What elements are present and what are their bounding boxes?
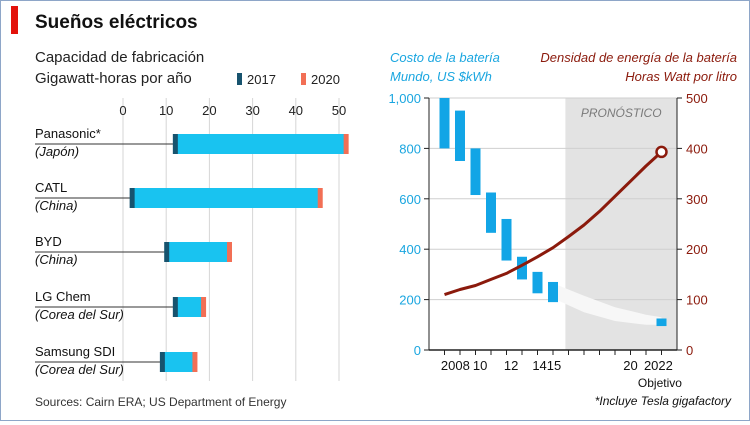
capacity-bar-2020: [166, 242, 231, 262]
capacity-marker-2017: [164, 242, 170, 262]
cost-y-tick-label: 1,000: [388, 91, 421, 106]
density-title: Densidad de energía de la batería: [540, 50, 737, 65]
forecast-band-area: [556, 284, 662, 325]
capacity-company-label: LG Chem: [35, 289, 91, 304]
forecast-label: PRONÓSTICO: [581, 105, 662, 120]
cost-y-tick-label: 0: [414, 343, 421, 358]
cost-range-bar: [455, 110, 465, 161]
cost-range-bar: [486, 192, 496, 233]
capacity-bar-2020: [131, 188, 322, 208]
cost-bars: [439, 98, 667, 327]
capacity-marker-2020: [317, 188, 323, 208]
cost-title: Costo de la batería: [390, 50, 500, 65]
density-y-tick-label: 300: [686, 192, 708, 207]
capacity-x-tick-label: 30: [245, 103, 259, 118]
capacity-title: Capacidad de fabricación: [35, 49, 204, 66]
density-y-tick-label: 0: [686, 343, 693, 358]
footnote: *Incluye Tesla gigafactory: [595, 394, 732, 408]
capacity-x-tick-label: 10: [159, 103, 173, 118]
density-y-tick-label: 400: [686, 141, 708, 156]
density-y-tick-label: 200: [686, 242, 708, 257]
cost-range-bar: [501, 218, 512, 261]
accent-bar: [11, 6, 18, 34]
capacity-bars: [35, 134, 349, 372]
capacity-x-tick-label: 50: [332, 103, 346, 118]
density-subtitle: Horas Watt por litro: [625, 69, 737, 84]
legend-2020-label: 2020: [311, 72, 340, 87]
cost-subtitle: Mundo, US $kWh: [390, 69, 492, 84]
capacity-marker-2020: [343, 134, 349, 154]
x-tick-label: 1415: [532, 358, 561, 373]
capacity-marker-2017: [172, 134, 178, 154]
capacity-marker-2017: [172, 297, 178, 317]
capacity-country-label: (China): [35, 252, 78, 267]
right-chart-axes: 0 200 400 600 800 1,000 0 100 200 300 400 500 2008 10…: [388, 91, 707, 390]
legend-2020-swatch: [301, 73, 306, 85]
capacity-x-ticks: 0 10 20 30 40 50: [119, 103, 346, 118]
main-title: Sueños eléctricos: [35, 12, 198, 33]
density-objective-marker: [655, 145, 668, 159]
capacity-marker-2017: [159, 352, 165, 372]
density-line: [444, 150, 663, 297]
capacity-company-label: Panasonic*: [35, 126, 101, 141]
x-tick-label: 12: [504, 358, 518, 373]
capacity-marker-2020: [201, 297, 207, 317]
legend-2017-label: 2017: [247, 72, 276, 87]
x-tick-label: 2008: [441, 358, 470, 373]
cost-range-bar: [548, 281, 558, 303]
capacity-bar-2020: [161, 352, 197, 372]
capacity-company-label: Samsung SDI: [35, 344, 115, 359]
cost-y-tick-label: 800: [399, 141, 421, 156]
legend-2017-swatch: [237, 73, 242, 85]
density-y-tick-label: 500: [686, 91, 708, 106]
density-line-group: [444, 145, 668, 297]
cost-range-bar: [439, 98, 450, 149]
capacity-bar-2020: [174, 134, 348, 154]
capacity-marker-2017: [129, 188, 135, 208]
capacity-x-tick-label: 0: [119, 103, 126, 118]
capacity-company-label: BYD: [35, 234, 62, 249]
cost-y-tick-label: 600: [399, 192, 421, 207]
capacity-x-tick-label: 20: [202, 103, 216, 118]
capacity-bar-2020: [174, 297, 206, 317]
cost-range-bar: [656, 318, 667, 327]
x-tick-label: 20: [623, 358, 637, 373]
density-y-tick-label: 100: [686, 293, 708, 308]
source-note: Sources: Cairn ERA; US Department of Ene…: [35, 395, 286, 409]
capacity-company-label: CATL: [35, 180, 67, 195]
cost-y-tick-label: 400: [399, 242, 421, 257]
capacity-country-label: (China): [35, 198, 78, 213]
capacity-country-label: (Japón): [35, 144, 79, 159]
cost-range-bar: [532, 271, 543, 294]
cost-range-bar: [517, 256, 527, 280]
objective-label: Objetivo: [638, 376, 682, 390]
capacity-category-labels: Panasonic* (Japón) CATL (China) BYD (China) LG…: [35, 126, 124, 377]
x-tick-label: 10: [473, 358, 487, 373]
forecast-band: [556, 284, 662, 325]
cost-y-tick-label: 200: [399, 293, 421, 308]
capacity-subtitle: Gigawatt-horas por año: [35, 70, 192, 87]
capacity-country-label: (Corea del Sur): [35, 307, 124, 322]
capacity-country-label: (Corea del Sur): [35, 362, 124, 377]
x-tick-label: 2022: [644, 358, 673, 373]
capacity-x-tick-label: 40: [289, 103, 303, 118]
cost-range-bar: [470, 148, 481, 196]
capacity-marker-2020: [192, 352, 198, 372]
capacity-marker-2020: [227, 242, 232, 262]
